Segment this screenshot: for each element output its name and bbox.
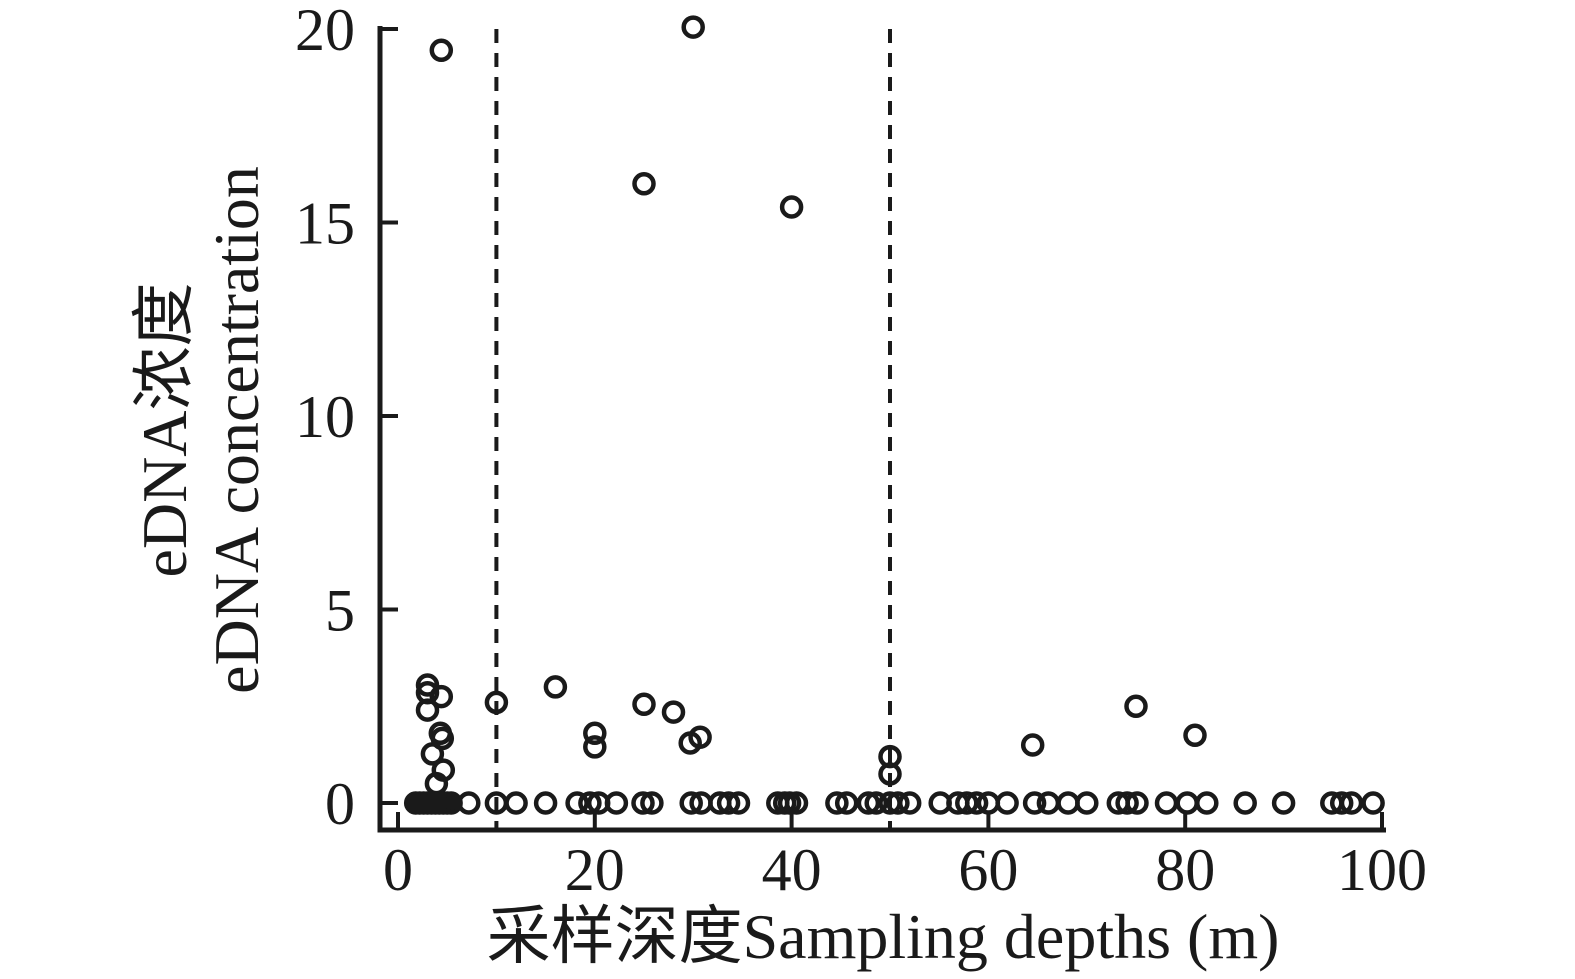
data-point	[1361, 791, 1385, 815]
data-point	[1154, 791, 1179, 815]
data-point	[583, 721, 607, 746]
data-point	[543, 675, 568, 699]
data-point	[661, 700, 686, 724]
data-point	[1329, 791, 1354, 815]
x-tick-label: 0	[383, 837, 413, 903]
y-tick-label: 10	[295, 384, 355, 450]
data-point	[565, 791, 589, 815]
y-tick-label: 0	[325, 771, 355, 837]
reference-lines	[494, 29, 892, 828]
data-point	[640, 791, 664, 815]
x-tick-label: 20	[565, 837, 625, 903]
data-point	[878, 762, 902, 786]
data-point	[420, 742, 445, 766]
data-point	[779, 195, 804, 219]
data-point	[1115, 791, 1139, 815]
data-point	[964, 791, 989, 815]
data-point	[632, 692, 656, 717]
data-point	[631, 791, 655, 815]
y-axis-label-english: eDNA concentration	[201, 166, 272, 694]
data-point	[1020, 733, 1045, 757]
x-tick-label: 60	[958, 837, 1018, 903]
data-point	[995, 791, 1019, 815]
data-point	[886, 791, 910, 815]
y-tick-label: 5	[325, 578, 355, 644]
data-point	[504, 791, 528, 815]
y-axis-ticks: 0 5 10 15 20	[295, 0, 398, 837]
data-point	[1022, 791, 1047, 815]
data-point	[834, 791, 859, 815]
data-point	[1195, 791, 1219, 815]
axis-spines	[377, 26, 1386, 833]
data-point	[726, 791, 751, 815]
y-tick-label: 15	[295, 191, 355, 257]
y-axis-label-chinese: eDNA浓度	[129, 282, 200, 577]
y-tick-label: 20	[295, 0, 355, 63]
data-point	[484, 690, 509, 715]
data-point	[679, 791, 703, 815]
data-point	[457, 791, 481, 815]
data-point	[604, 791, 629, 815]
data-point	[955, 791, 979, 815]
data-point	[578, 791, 602, 815]
data-point	[688, 725, 712, 749]
data-point	[1056, 791, 1080, 815]
data-point	[716, 791, 741, 815]
data-point	[897, 791, 922, 815]
data-points	[403, 15, 1385, 815]
data-point	[784, 791, 809, 815]
data-point	[429, 684, 454, 709]
data-point	[1075, 791, 1099, 815]
data-point	[533, 791, 558, 815]
data-point	[825, 791, 849, 815]
x-tick-label: 100	[1337, 837, 1427, 903]
data-point	[976, 791, 1001, 815]
data-point	[632, 172, 656, 196]
data-point	[415, 673, 440, 697]
x-axis-label: 采样深度Sampling depths (m)	[487, 901, 1280, 972]
data-point	[1125, 791, 1149, 815]
data-point	[1233, 791, 1257, 815]
data-point	[429, 38, 454, 63]
data-point	[1036, 791, 1061, 815]
data-point	[1339, 791, 1364, 815]
data-point	[856, 791, 881, 815]
data-point	[1271, 791, 1296, 815]
x-axis-ticks: 0 20 40 60 80 100	[383, 812, 1427, 903]
data-point	[1175, 791, 1199, 815]
data-point	[415, 698, 440, 722]
data-point	[1124, 694, 1148, 719]
x-tick-label: 80	[1155, 837, 1215, 903]
data-point	[681, 15, 705, 39]
data-point	[864, 791, 888, 815]
data-point	[583, 735, 607, 759]
data-point	[1183, 723, 1207, 748]
x-tick-label: 40	[762, 837, 822, 903]
